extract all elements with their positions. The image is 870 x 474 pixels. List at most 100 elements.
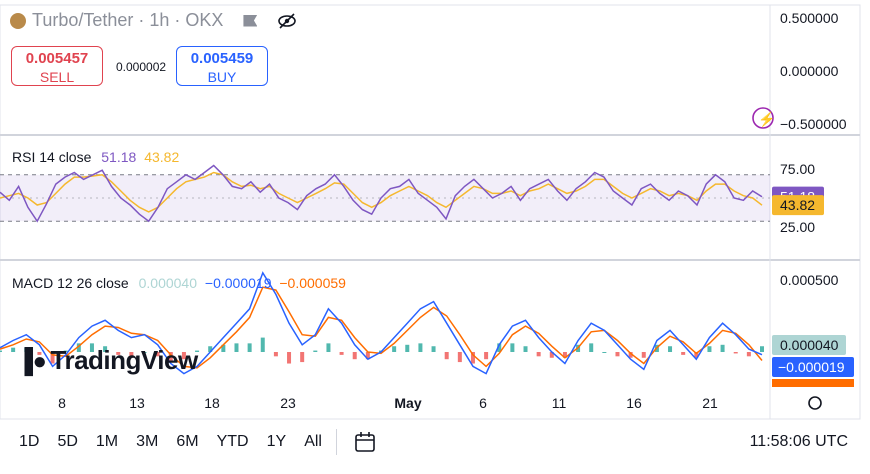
macd-histogram-bar xyxy=(63,350,68,352)
timeframe-1m[interactable]: 1M xyxy=(95,433,119,450)
macd-histogram-bar xyxy=(720,344,725,352)
spread-value: 0.000002 xyxy=(116,60,167,74)
macd-histogram-bar xyxy=(168,352,173,361)
macd-histogram-bar xyxy=(76,343,81,352)
timeframe-3m[interactable]: 3M xyxy=(136,433,159,450)
turbo-coin-icon xyxy=(10,12,26,29)
flag-icon[interactable] xyxy=(243,14,258,27)
macd-histogram-bar xyxy=(707,346,712,352)
macd-histogram-bar xyxy=(365,352,370,360)
x-axis-label: 21 xyxy=(702,395,718,411)
macd-histogram-bar xyxy=(300,352,305,363)
settings-icon xyxy=(808,396,822,410)
rsi-label: RSI 14 close xyxy=(12,149,92,165)
tv-logo-text: TradingView xyxy=(50,345,199,375)
rsi-axis-label: 25.00 xyxy=(780,219,815,235)
macd-histogram-bar xyxy=(326,343,331,352)
timeframe-1d[interactable]: 1D xyxy=(19,433,40,450)
macd-hist-badge: 0.000040 xyxy=(780,337,839,353)
hide-eye-icon[interactable] xyxy=(277,12,297,29)
macd-histogram-bar xyxy=(392,346,397,352)
rsi-line xyxy=(0,164,763,223)
symbol-title: Turbo/Tether · 1h · OKX xyxy=(32,10,224,30)
macd-label: MACD 12 26 close xyxy=(12,275,129,291)
price-axis-label: −0.500000 xyxy=(780,116,847,132)
macd-histogram-bar xyxy=(313,350,318,352)
bottom-toolbar: 1D 5D 1M 3M 6M YTD 1Y All xyxy=(0,420,870,464)
x-axis-label: 11 xyxy=(552,395,567,411)
macd-histogram-bar xyxy=(11,347,16,352)
timeframe-ytd[interactable]: YTD xyxy=(216,433,249,450)
macd-histogram-bar xyxy=(234,343,239,352)
macd-signal-badge-bg xyxy=(772,379,854,387)
sell-button[interactable]: 0.005457 SELL xyxy=(11,46,103,86)
macd-hist-badge-bg xyxy=(772,335,846,355)
macd-histogram-bar xyxy=(760,346,764,352)
sell-label: SELL xyxy=(39,69,75,85)
macd-histogram-bar xyxy=(681,352,686,355)
macd-histogram-bar xyxy=(589,343,594,352)
x-axis-label: 8 xyxy=(58,395,66,411)
macd-histogram-bar xyxy=(562,352,567,358)
timeframe-6m[interactable]: 6M xyxy=(176,433,199,450)
macd-histogram-bar xyxy=(615,352,620,357)
macd-legend[interactable]: MACD 12 26 close 0.000040 −0.000019 −0.0… xyxy=(12,275,346,291)
calendar-icon[interactable] xyxy=(353,431,377,453)
macd-histogram-bar xyxy=(181,352,186,360)
x-axis-label: 16 xyxy=(626,395,642,411)
macd-histogram-bar xyxy=(668,346,673,352)
x-axis-label: 18 xyxy=(204,395,220,411)
macd-histogram-bar xyxy=(142,352,147,353)
timeframe-5d[interactable]: 5D xyxy=(57,433,78,450)
macd-histogram-bar xyxy=(195,350,200,352)
x-axis-label: 6 xyxy=(479,395,487,411)
macd-histogram-bar xyxy=(221,344,226,352)
macd-histogram-bar xyxy=(431,346,436,352)
macd-histogram-bar xyxy=(37,352,42,355)
rsi-ma-value: 43.82 xyxy=(144,149,180,165)
macd-histogram-bar xyxy=(0,350,2,352)
macd-histogram-bar xyxy=(89,343,94,352)
timeframe-all[interactable]: All xyxy=(304,433,322,450)
macd-histogram-bar xyxy=(549,352,554,358)
macd-histogram-bar xyxy=(470,352,475,364)
tradingview-logo[interactable]: ▐● TradingView xyxy=(16,345,198,376)
macd-histogram-bar xyxy=(536,352,541,357)
buy-price: 0.005459 xyxy=(190,50,254,67)
macd-line-value: −0.000019 xyxy=(204,275,272,291)
macd-histogram-bar xyxy=(628,352,633,358)
rsi-legend[interactable]: RSI 14 close 51.18 43.82 xyxy=(12,149,179,165)
macd-histogram-bar xyxy=(405,344,410,352)
macd-histogram-bar xyxy=(418,343,423,352)
rsi-axis-label: 75.00 xyxy=(780,161,815,177)
macd-histogram-bar xyxy=(339,352,344,355)
price-axis-label: 0.500000 xyxy=(780,10,839,26)
timeframe-1y[interactable]: 1Y xyxy=(266,433,287,450)
tv-logo-icon: ▐● xyxy=(16,348,47,375)
macd-histogram-bar xyxy=(523,346,528,352)
macd-line-badge-bg xyxy=(772,357,854,377)
macd-histogram-bar xyxy=(116,352,121,355)
macd-histogram-bar xyxy=(129,352,134,357)
macd-histogram-bar xyxy=(273,352,278,357)
macd-signal-line xyxy=(0,286,763,369)
macd-histogram-bar xyxy=(103,346,108,352)
macd-histogram-bar xyxy=(457,352,462,363)
macd-histogram-bar xyxy=(208,346,213,352)
macd-histogram-bar xyxy=(641,352,646,358)
macd-signal-value: −0.000059 xyxy=(279,275,346,291)
buy-button[interactable]: 0.005459 BUY xyxy=(176,46,268,86)
macd-histogram-bar xyxy=(602,352,607,353)
macd-histogram-bar xyxy=(287,352,292,364)
macd-histogram-bar xyxy=(694,352,699,358)
sell-price: 0.005457 xyxy=(25,50,89,67)
macd-histogram-bar xyxy=(155,352,160,357)
symbol-header[interactable]: Turbo/Tether · 1h · OKX xyxy=(10,10,297,31)
chart-frame xyxy=(0,4,861,420)
utc-clock[interactable]: 11:58:06 UTC xyxy=(749,433,848,450)
macd-line xyxy=(0,271,763,375)
toolbar-divider xyxy=(335,429,337,455)
macd-histogram-bar xyxy=(497,343,502,352)
x-axis-label: 13 xyxy=(129,395,145,411)
